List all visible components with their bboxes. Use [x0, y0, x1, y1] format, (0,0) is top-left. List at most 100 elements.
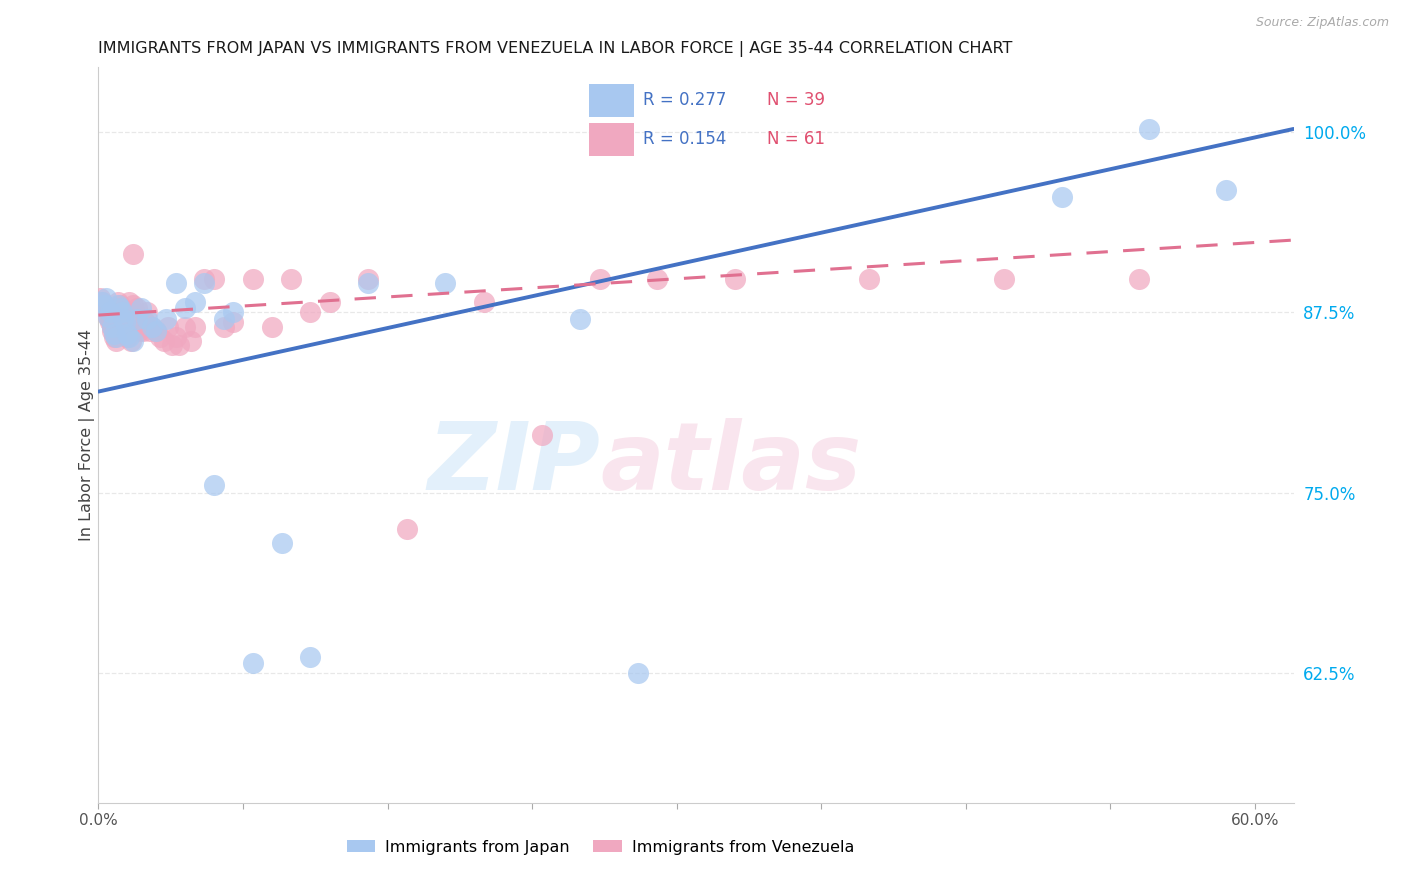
Point: [319, 295, 342, 310]
Point: [193, 277, 215, 291]
Point: [124, 305, 146, 319]
Point: [141, 319, 163, 334]
Point: [110, 305, 132, 319]
Text: ZIP: ZIP: [427, 418, 600, 510]
Point: [145, 324, 167, 338]
Point: [858, 272, 880, 286]
Point: [723, 272, 745, 286]
Point: [165, 277, 187, 291]
Point: [270, 536, 292, 550]
Point: [180, 334, 202, 348]
Point: [107, 295, 129, 310]
Point: [165, 329, 187, 343]
Point: [118, 329, 141, 343]
Point: [117, 329, 139, 343]
Point: [184, 319, 207, 334]
Point: [1137, 122, 1160, 136]
Point: [169, 338, 191, 352]
Point: [101, 319, 124, 334]
Point: [94, 301, 117, 315]
Legend: Immigrants from Japan, Immigrants from Venezuela: Immigrants from Japan, Immigrants from V…: [340, 833, 860, 861]
Point: [174, 319, 197, 334]
Point: [993, 272, 1015, 286]
Point: [202, 478, 225, 492]
Text: N = 39: N = 39: [766, 91, 824, 109]
Point: [135, 305, 157, 319]
Point: [110, 305, 132, 319]
Point: [530, 427, 553, 442]
Point: [260, 319, 283, 334]
Point: [122, 247, 145, 261]
Point: [222, 315, 245, 329]
Point: [120, 334, 142, 348]
Point: [97, 303, 120, 318]
Text: Source: ZipAtlas.com: Source: ZipAtlas.com: [1256, 16, 1389, 29]
Point: [117, 324, 139, 338]
Point: [153, 334, 176, 348]
Text: atlas: atlas: [600, 418, 862, 510]
Point: [117, 326, 139, 341]
Point: [132, 324, 155, 338]
Point: [98, 312, 121, 326]
Text: N = 61: N = 61: [766, 130, 824, 148]
Point: [588, 272, 610, 286]
Point: [299, 305, 322, 319]
Text: IMMIGRANTS FROM JAPAN VS IMMIGRANTS FROM VENEZUELA IN LABOR FORCE | AGE 35-44 CO: IMMIGRANTS FROM JAPAN VS IMMIGRANTS FROM…: [98, 41, 1012, 57]
Point: [122, 334, 145, 348]
Point: [149, 329, 172, 343]
Point: [112, 312, 135, 326]
Point: [114, 315, 136, 329]
Point: [101, 319, 124, 334]
Point: [1050, 190, 1073, 204]
Point: [139, 324, 162, 338]
Point: [569, 312, 592, 326]
Point: [212, 319, 235, 334]
Point: [155, 312, 177, 326]
Point: [93, 298, 115, 312]
Point: [212, 312, 235, 326]
Point: [184, 295, 207, 310]
Point: [128, 324, 150, 338]
Point: [141, 319, 163, 334]
Point: [97, 310, 120, 324]
Point: [103, 329, 125, 343]
Point: [104, 334, 127, 348]
Point: [89, 291, 111, 305]
Point: [357, 277, 380, 291]
Point: [647, 272, 669, 286]
Point: [134, 315, 156, 329]
Point: [114, 319, 136, 334]
Point: [156, 319, 179, 334]
Point: [193, 272, 215, 286]
Point: [1128, 272, 1150, 286]
Point: [434, 277, 457, 291]
Point: [91, 295, 114, 310]
Point: [395, 522, 418, 536]
Point: [129, 319, 152, 334]
Point: [94, 291, 117, 305]
Y-axis label: In Labor Force | Age 35-44: In Labor Force | Age 35-44: [79, 329, 96, 541]
Point: [107, 298, 129, 312]
FancyBboxPatch shape: [589, 85, 634, 117]
Point: [98, 315, 121, 329]
Point: [135, 312, 157, 326]
Point: [125, 301, 148, 315]
Point: [98, 305, 121, 319]
Point: [101, 324, 124, 338]
Point: [129, 301, 152, 315]
Point: [299, 650, 322, 665]
Point: [1215, 182, 1237, 196]
Point: [108, 301, 131, 315]
Point: [472, 295, 495, 310]
Point: [103, 326, 125, 341]
Point: [242, 272, 264, 286]
Point: [122, 298, 145, 312]
Point: [118, 295, 141, 310]
Point: [93, 298, 115, 312]
Point: [112, 312, 135, 326]
Point: [104, 329, 127, 343]
Point: [280, 272, 302, 286]
Text: R = 0.277: R = 0.277: [643, 91, 725, 109]
Point: [145, 324, 167, 338]
Point: [357, 272, 380, 286]
